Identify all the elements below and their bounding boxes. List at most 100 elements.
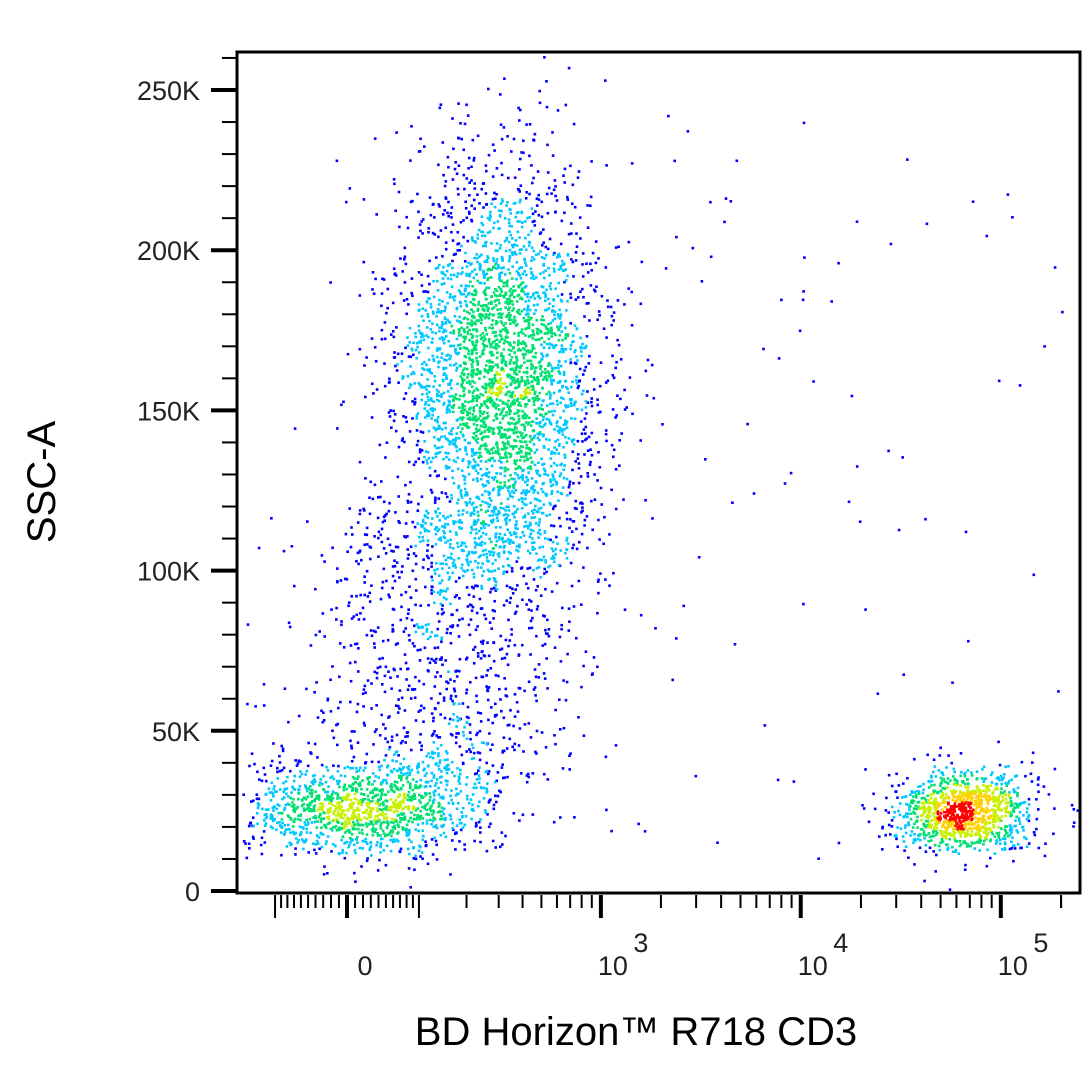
event-point [435,778,439,781]
event-point [490,627,493,630]
event-point [434,452,438,455]
event-point [913,863,916,866]
event-point [494,535,497,538]
event-point [360,828,364,832]
event-point [562,423,566,427]
event-point [454,362,458,365]
event-point [537,198,541,201]
event-point [506,514,510,517]
event-point [482,271,485,274]
event-point [589,195,593,199]
event-point [512,202,516,205]
event-point [382,500,386,504]
event-point [519,198,522,202]
event-point [471,351,474,354]
event-point [537,559,540,562]
event-point [522,347,525,350]
event-point [463,187,466,191]
event-point [585,262,588,265]
event-point [532,249,536,253]
event-point [485,444,488,448]
event-point [309,644,313,647]
event-point [417,381,421,385]
event-point [515,548,518,552]
event-point [566,253,570,256]
event-point [412,552,416,555]
event-point [425,792,428,795]
event-point [528,215,531,219]
event-point [604,578,607,581]
event-point [430,460,433,464]
event-point [440,352,444,355]
event-point [541,244,544,247]
event-point [366,857,369,860]
event-point [515,365,518,369]
event-point [570,584,574,588]
event-point [913,757,916,761]
event-point [430,779,433,783]
event-point [452,363,456,367]
event-point [488,312,492,316]
event-point [978,841,981,844]
event-point [551,131,554,134]
event-point [530,477,534,480]
event-point [549,457,553,460]
event-point [490,343,493,347]
event-point [453,689,457,693]
event-point [463,487,467,491]
event-point [554,504,557,508]
event-point [500,173,504,177]
event-point [441,338,445,341]
event-point [552,505,556,508]
event-point [566,652,569,656]
event-point [563,464,566,467]
event-point [435,634,439,637]
event-point [536,436,540,440]
event-point [471,528,474,531]
event-point [422,834,425,838]
event-point [452,520,455,523]
event-point [544,377,547,380]
event-point [519,283,522,287]
event-point [533,508,536,512]
event-point [478,266,482,269]
event-point [449,429,453,433]
event-point [549,326,553,330]
event-point [593,498,597,501]
event-point [530,276,533,280]
event-point [513,341,516,344]
event-point [405,834,408,837]
event-point [428,661,432,665]
event-point [264,812,268,816]
event-point [379,845,382,849]
event-point [460,244,463,248]
event-point [498,536,501,539]
event-point [425,459,428,462]
event-point [555,399,559,403]
event-point [482,570,486,573]
event-point [367,782,371,785]
event-point [362,839,366,843]
event-point [394,274,398,277]
event-point [442,596,446,599]
event-point [716,841,719,844]
event-point [457,289,461,292]
event-point [292,803,296,807]
event-point [481,642,485,645]
event-point [516,435,520,439]
event-point [537,193,540,197]
event-point [457,486,460,490]
event-point [521,643,524,647]
event-point [363,766,367,770]
event-point [430,771,434,775]
event-point [1026,807,1029,810]
event-point [486,813,489,816]
event-point [432,773,436,777]
event-point [463,122,467,126]
event-point [426,802,430,805]
event-point [515,277,518,281]
event-point [399,292,403,295]
event-point [537,663,541,666]
event-point [552,345,556,348]
event-point [614,366,617,370]
